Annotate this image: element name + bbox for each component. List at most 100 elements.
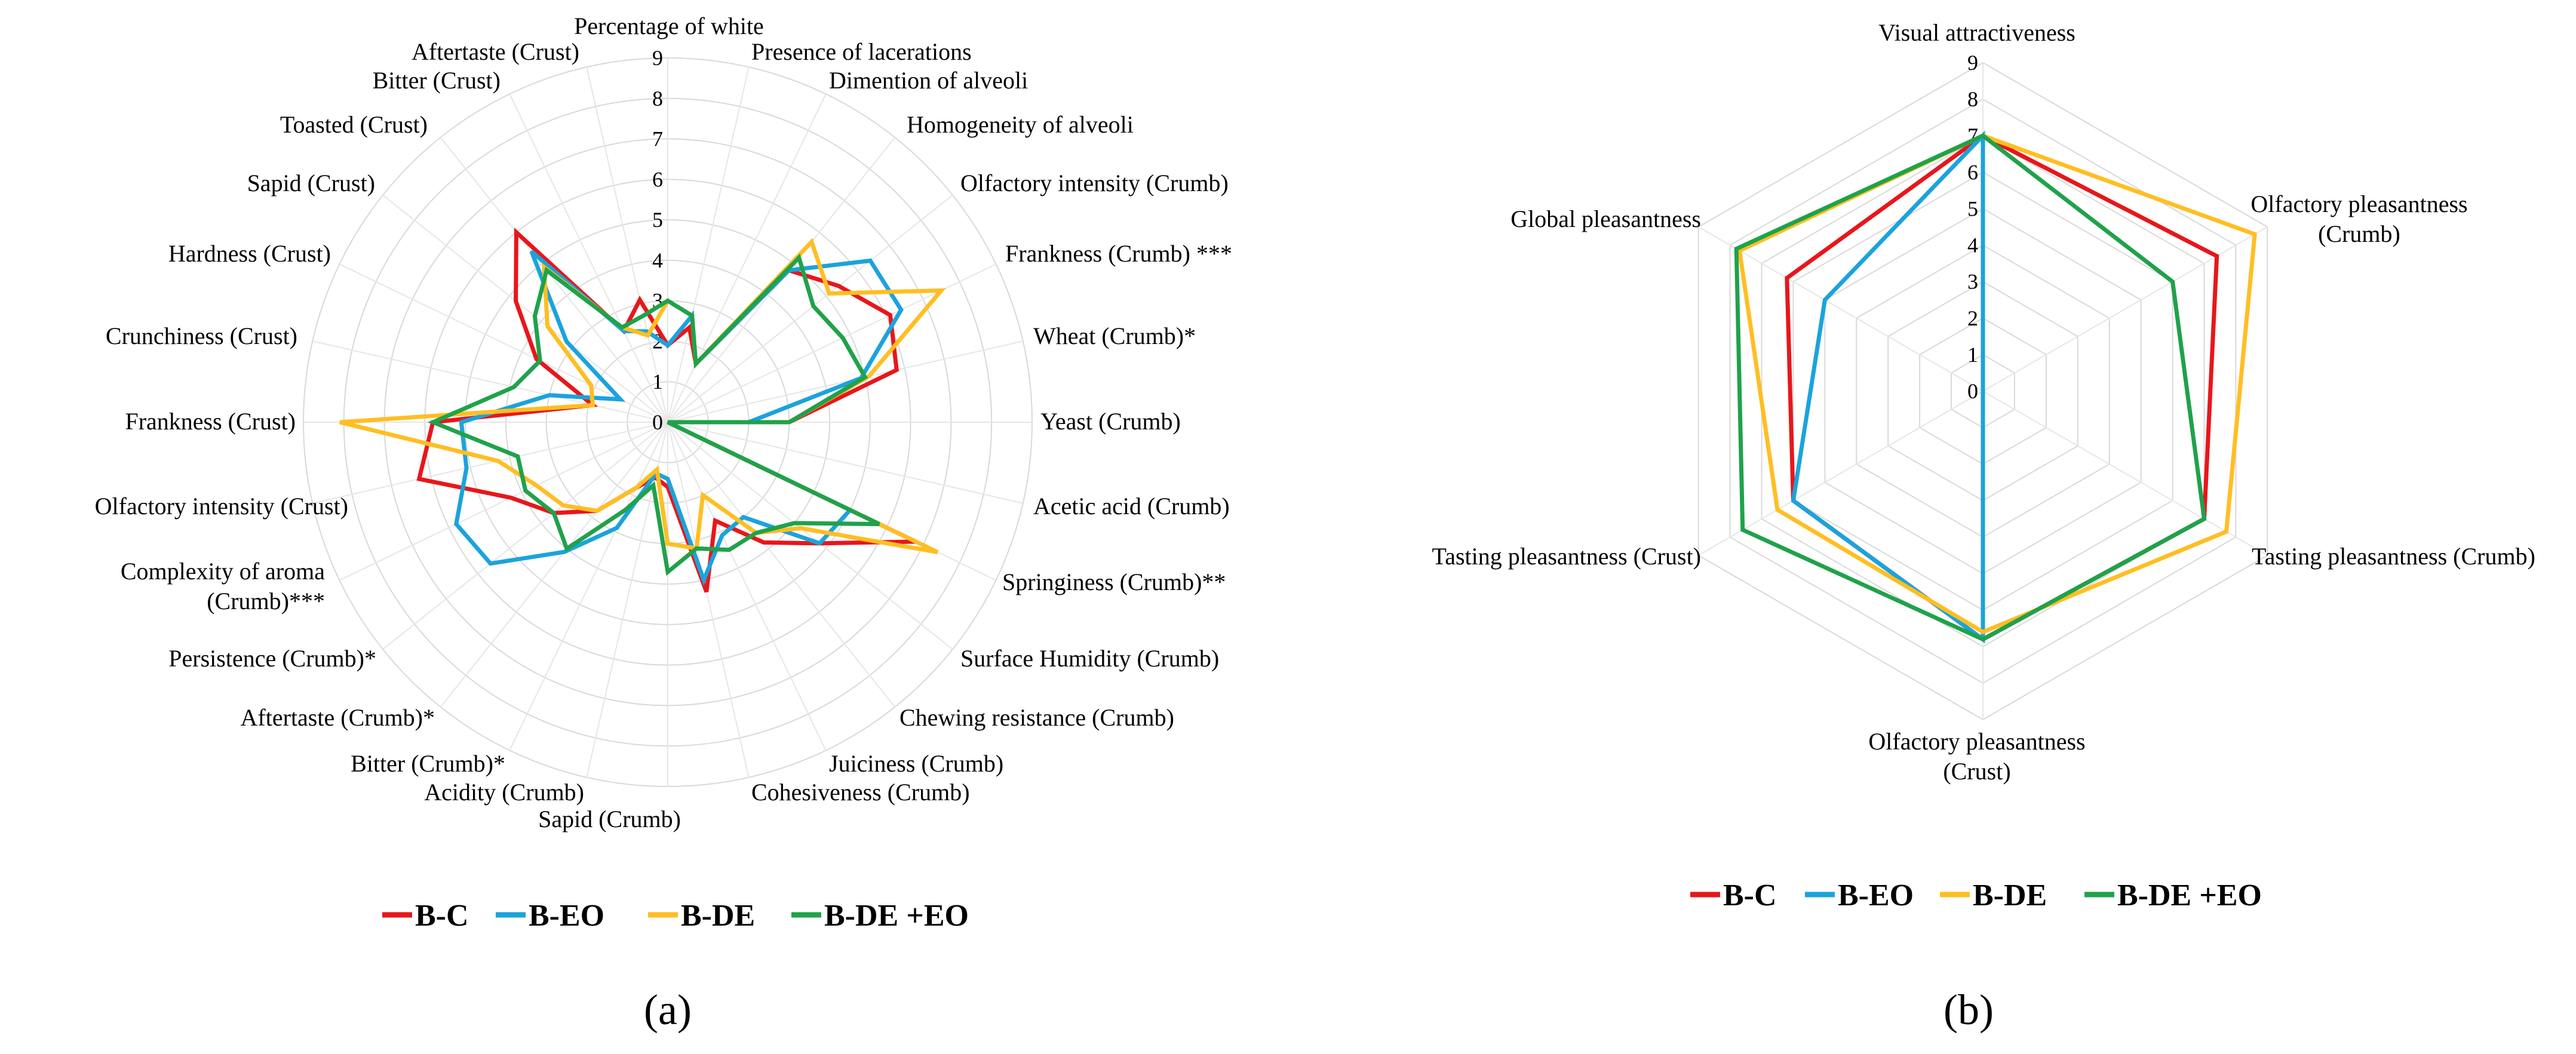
category-label: (Crumb)	[2318, 220, 2400, 247]
category-label: Bitter (Crumb)*	[351, 750, 505, 777]
series-b-c	[416, 228, 917, 593]
category-label: Percentage of white	[574, 13, 764, 39]
series-b-de	[339, 238, 946, 555]
category-label: Persistence (Crumb)*	[168, 645, 376, 672]
grid-spoke	[667, 422, 1023, 504]
tick-label: 4	[1967, 233, 1978, 257]
grid-spoke	[1982, 226, 2268, 392]
legend-a: B-C B-EO B-DE B-DE +EO	[382, 899, 969, 933]
category-label: (Crust)	[1943, 758, 2010, 785]
series-b-eo	[454, 250, 904, 586]
category-labels-a: Percentage of white Presence of lacerati…	[95, 13, 1232, 832]
grid-spoke	[667, 67, 750, 423]
category-label: Hardness (Crust)	[168, 240, 331, 267]
category-label: Springiness (Crumb)**	[1002, 569, 1226, 595]
grid-spoke	[440, 137, 668, 423]
legend-label: B-DE +EO	[824, 899, 969, 933]
category-label: Dimention of alveoli	[829, 67, 1028, 94]
series-b-de-eo	[1734, 133, 2207, 642]
grid-spoke	[1698, 391, 1984, 556]
legend-label: B-C	[415, 899, 469, 933]
category-label: Acetic acid (Crumb)	[1033, 493, 1230, 520]
category-label: Frankness (Crust)	[125, 408, 296, 435]
category-label: Complexity of aroma	[121, 558, 325, 585]
grid-spoke	[586, 67, 668, 423]
radar-grid-a	[303, 57, 1033, 787]
category-label: (Crumb)***	[207, 588, 325, 614]
category-label: Olfactory pleasantness	[2250, 190, 2467, 217]
grid-spoke	[312, 422, 668, 504]
radar-series-a	[339, 228, 946, 593]
tick-label: 8	[1967, 87, 1978, 111]
tick-label: 4	[652, 248, 663, 272]
tick-label: 3	[1967, 270, 1978, 294]
category-labels-b: Visual attractiveness Olfactory pleasant…	[1432, 19, 2535, 785]
grid-spoke	[339, 422, 668, 581]
category-label: Cohesiveness (Crumb)	[751, 779, 970, 806]
category-label: Bitter (Crust)	[373, 67, 501, 94]
grid-spoke	[509, 93, 668, 423]
category-label: Sapid (Crust)	[247, 170, 375, 196]
category-label: Wheat (Crumb)*	[1033, 322, 1196, 349]
category-label: Tasting pleasantness (Crumb)	[2252, 543, 2535, 570]
legend-label: B-DE	[1973, 878, 2047, 912]
grid-spoke	[667, 340, 1023, 423]
panel-label-a: (a)	[644, 986, 692, 1034]
category-label: Global pleasantness	[1510, 205, 1701, 232]
series-b-de-eo	[427, 253, 880, 576]
tick-label: 0	[652, 410, 663, 434]
category-label: Yeast (Crumb)	[1040, 408, 1181, 435]
tick-label: 5	[652, 208, 663, 232]
grid-spoke	[339, 263, 668, 423]
category-label: Sapid (Crumb)	[538, 806, 681, 832]
grid-spoke	[312, 340, 668, 423]
grid-spoke	[440, 422, 668, 708]
category-label: Homogeneity of alveoli	[907, 111, 1134, 138]
category-label: Visual attractiveness	[1878, 19, 2075, 46]
tick-label: 0	[1967, 379, 1978, 403]
tick-label: 2	[1967, 306, 1978, 330]
panel-label-b: (b)	[1943, 986, 1994, 1034]
category-label: Presence of lacerations	[751, 38, 972, 65]
series-b-eo	[1791, 130, 1985, 644]
legend-label: B-DE +EO	[2117, 878, 2262, 912]
grid-spoke	[667, 194, 953, 423]
grid-spoke	[667, 422, 827, 751]
category-label: Chewing resistance (Crumb)	[899, 704, 1174, 731]
category-label: Juiciness (Crumb)	[829, 750, 1003, 777]
legend-label: B-EO	[529, 899, 604, 933]
tick-label: 6	[1967, 160, 1978, 184]
category-label: Olfactory intensity (Crust)	[95, 493, 348, 520]
grid-spoke	[667, 422, 896, 708]
grid-spoke	[382, 194, 668, 423]
tick-label: 5	[1967, 196, 1978, 220]
grid-spoke	[382, 422, 668, 650]
category-label: Aftertaste (Crust)	[412, 38, 579, 65]
tick-label: 7	[652, 127, 663, 151]
series-b-de	[1737, 133, 2257, 635]
legend-label: B-DE	[681, 899, 755, 933]
tick-label: 6	[652, 167, 663, 191]
category-label: Surface Humidity (Crumb)	[960, 645, 1219, 672]
legend-label: B-EO	[1838, 878, 1914, 912]
category-label: Toasted (Crust)	[280, 111, 428, 138]
category-label: Crunchiness (Crust)	[106, 322, 297, 349]
tick-label: 1	[1967, 343, 1978, 367]
category-label: Tasting pleasantness (Crust)	[1432, 543, 1701, 570]
grid-spoke	[1982, 391, 2268, 556]
legend-b: B-C B-EO B-DE B-DE +EO	[1690, 878, 2262, 912]
tick-label: 9	[1967, 51, 1978, 75]
radar-series-b	[1734, 130, 2257, 644]
tick-label: 9	[652, 46, 663, 70]
category-label: Acidity (Crumb)	[424, 779, 584, 806]
grid-spoke	[667, 93, 827, 423]
grid-spoke	[1698, 226, 1984, 392]
grid-spoke	[667, 422, 953, 650]
category-label: Olfactory pleasantness	[1868, 728, 2085, 755]
grid-spoke	[586, 422, 668, 778]
category-label: Frankness (Crumb) ***	[1005, 240, 1232, 267]
tick-label: 8	[652, 87, 663, 110]
